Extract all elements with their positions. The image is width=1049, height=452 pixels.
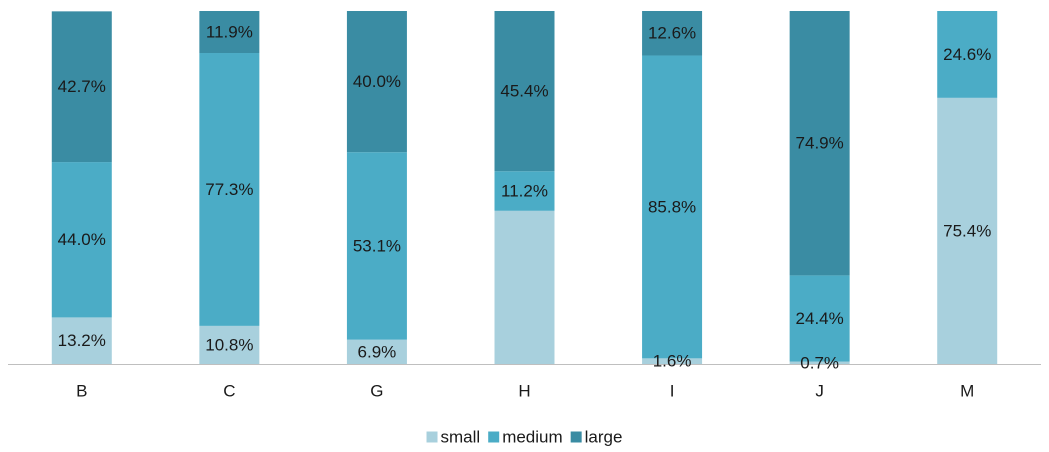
bar-M-small bbox=[937, 97, 998, 364]
legend-label-small: small bbox=[441, 428, 481, 447]
legend-swatch-medium bbox=[488, 431, 500, 443]
data-label-I-small: 1.6% bbox=[653, 352, 692, 371]
bar-B-medium bbox=[51, 162, 112, 318]
bar-I-small bbox=[642, 358, 703, 364]
data-label-G-medium: 53.1% bbox=[353, 236, 401, 255]
bar-B-large bbox=[51, 11, 112, 163]
bar-J-large bbox=[789, 11, 850, 276]
x-tick-label-B: B bbox=[76, 382, 87, 401]
bar-H-medium bbox=[494, 171, 555, 211]
data-label-G-small: 6.9% bbox=[358, 342, 397, 361]
data-label-B-large: 42.7% bbox=[58, 77, 106, 96]
x-tick-label-M: M bbox=[960, 382, 974, 401]
legend-item-medium: medium bbox=[488, 428, 563, 447]
data-labels-layer: 13.2% 44.0% 42.7% 10.8% 77.3% 11.9% 6.9% 53.1% 4… bbox=[58, 23, 992, 373]
bar-J-medium bbox=[789, 275, 850, 362]
data-label-H-large: 45.4% bbox=[500, 82, 548, 101]
data-label-J-large: 74.9% bbox=[796, 134, 844, 153]
legend-swatch-large bbox=[570, 431, 582, 443]
bars-layer bbox=[51, 11, 998, 364]
data-label-M-small: 75.4% bbox=[943, 221, 991, 240]
data-label-I-medium: 85.8% bbox=[648, 197, 696, 216]
bar-C-small bbox=[199, 325, 260, 364]
data-label-J-medium: 24.4% bbox=[796, 309, 844, 328]
x-tick-label-H: H bbox=[518, 382, 530, 401]
bar-G-medium bbox=[346, 152, 407, 340]
legend-label-large: large bbox=[585, 428, 623, 447]
legend-label-medium: medium bbox=[502, 428, 562, 447]
bar-J-small bbox=[789, 361, 850, 364]
legend: small medium large bbox=[426, 428, 623, 447]
legend-item-small: small bbox=[426, 428, 481, 447]
legend-item-large: large bbox=[570, 428, 623, 447]
bar-M-medium bbox=[937, 11, 998, 98]
data-label-H-medium: 11.2% bbox=[501, 182, 548, 201]
x-tick-label-G: G bbox=[370, 382, 383, 401]
bar-C-medium bbox=[199, 53, 260, 326]
x-tick-label-C: C bbox=[223, 382, 235, 401]
legend-swatch-small bbox=[426, 431, 438, 443]
data-label-C-large: 11.9% bbox=[206, 23, 253, 42]
data-label-C-small: 10.8% bbox=[205, 335, 253, 354]
data-label-B-medium: 44.0% bbox=[58, 230, 106, 249]
data-label-C-medium: 77.3% bbox=[205, 180, 253, 199]
x-tick-label-J: J bbox=[815, 382, 824, 401]
data-label-B-small: 13.2% bbox=[58, 331, 106, 350]
bar-B-small bbox=[51, 317, 112, 364]
bar-G-large bbox=[346, 11, 407, 153]
data-label-I-large: 12.6% bbox=[648, 24, 696, 43]
bar-C-large bbox=[199, 11, 260, 54]
bar-H-small bbox=[494, 210, 555, 364]
bar-I-medium bbox=[642, 55, 703, 359]
x-tick-label-I: I bbox=[670, 382, 675, 401]
bar-G-small bbox=[346, 339, 407, 364]
data-label-G-large: 40.0% bbox=[353, 72, 401, 91]
bar-I-large bbox=[642, 11, 703, 56]
data-label-M-medium: 24.6% bbox=[943, 45, 991, 64]
bar-H-large bbox=[494, 11, 555, 172]
data-label-J-small: 0.7% bbox=[800, 353, 839, 372]
